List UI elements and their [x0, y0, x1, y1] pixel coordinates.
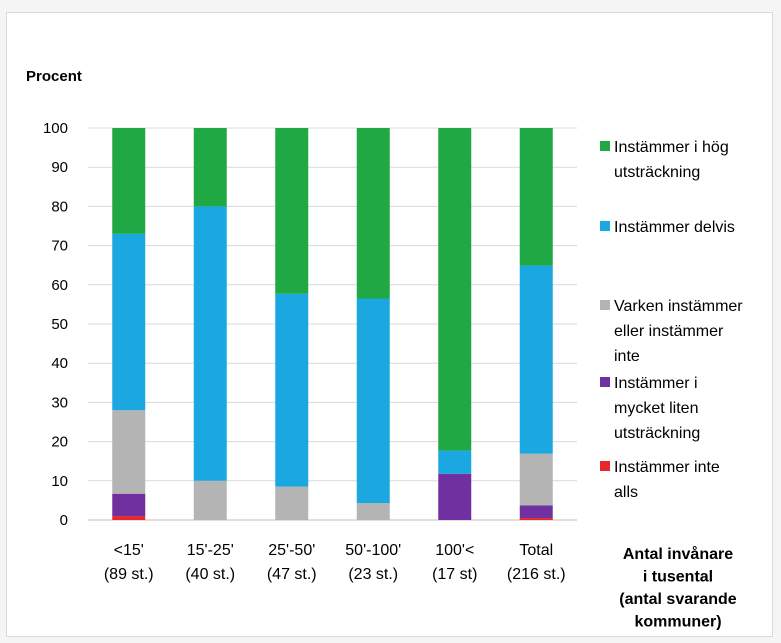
bar-segment [519, 265, 553, 454]
bar-segment [519, 453, 553, 506]
bar-segment [112, 516, 146, 520]
bar-segment [356, 128, 390, 299]
y-ticks: 0 10 20 30 40 50 60 70 80 90 100 [43, 120, 68, 529]
bar-segment [519, 518, 553, 520]
x-tick-label: 50'-100' [345, 542, 401, 559]
legend-label: eller instämmer [614, 323, 724, 340]
y-tick-label: 90 [51, 159, 68, 176]
bar-segment [356, 298, 390, 504]
legend-label: alls [614, 484, 638, 501]
legend-swatch [600, 377, 610, 387]
legend-label: Instämmer inte [614, 459, 720, 476]
y-tick-label: 50 [51, 316, 68, 333]
legend-label: inte [614, 348, 640, 365]
legend-swatch [600, 300, 610, 310]
x-axis-title-line: kommuner) [634, 614, 721, 631]
x-axis-title-line: i tusental [643, 569, 713, 586]
y-tick-label: 40 [51, 355, 68, 372]
y-tick-label: 20 [51, 434, 68, 451]
bar-segment [519, 505, 553, 519]
legend-swatch [600, 141, 610, 151]
legend-label: Instämmer delvis [614, 219, 735, 236]
x-tick-label: (23 st.) [348, 566, 398, 583]
legend-label: mycket liten [614, 400, 698, 417]
bar-segment [112, 233, 146, 411]
x-axis-title-line: (antal svarande [619, 591, 736, 608]
bar-segment [193, 480, 227, 520]
bar-segment [438, 450, 472, 474]
bar-segment [275, 128, 309, 294]
y-tick-label: 10 [51, 473, 68, 490]
bar-segment [112, 128, 146, 234]
y-tick-label: 30 [51, 394, 68, 411]
x-tick-label: Total [519, 542, 553, 559]
x-tick-label: (17 st) [432, 566, 477, 583]
legend-swatch [600, 461, 610, 471]
legend-label: utsträckning [614, 425, 700, 442]
gridlines [88, 127, 577, 521]
bar-segment [356, 503, 390, 520]
x-tick-label: (89 st.) [104, 566, 154, 583]
x-tick-label: 100'< [435, 542, 474, 559]
x-tick-label: 15'-25' [187, 542, 234, 559]
legend: Instämmer i hög utsträckning Instämmer del… [600, 139, 743, 501]
bar-segment [193, 128, 227, 207]
x-tick-label: 25'-50' [268, 542, 315, 559]
legend-label: utsträckning [614, 164, 700, 181]
bar-segment [112, 410, 146, 494]
bar-segment [112, 493, 146, 517]
bar-segment [275, 293, 309, 487]
bar-segment [193, 206, 227, 481]
y-axis-title: Procent [26, 68, 82, 85]
x-tick-label: <15' [114, 542, 144, 559]
bar-segment [519, 128, 553, 266]
y-tick-label: 80 [51, 198, 68, 215]
legend-label: Varken instämmer [614, 298, 743, 315]
bar-segment [275, 486, 309, 520]
bar-segment [438, 473, 472, 520]
y-tick-label: 100 [43, 120, 68, 137]
legend-label: Instämmer i [614, 375, 698, 392]
x-tick-label: (40 st.) [185, 566, 235, 583]
x-axis-title-line: Antal invånare [623, 545, 733, 563]
x-categories: <15' (89 st.) 15'-25' (40 st.) 25'-50' (47 st… [104, 542, 566, 583]
x-tick-label: (216 st.) [507, 566, 566, 583]
y-tick-label: 0 [60, 512, 68, 529]
legend-swatch [600, 221, 610, 231]
bars [112, 128, 553, 520]
x-tick-label: (47 st.) [267, 566, 317, 583]
y-tick-label: 70 [51, 238, 68, 255]
x-axis-title: Antal invånare i tusental (antal svarande k… [619, 545, 736, 631]
legend-label: Instämmer i hög [614, 139, 729, 156]
bar-segment [438, 128, 472, 451]
y-tick-label: 60 [51, 277, 68, 294]
